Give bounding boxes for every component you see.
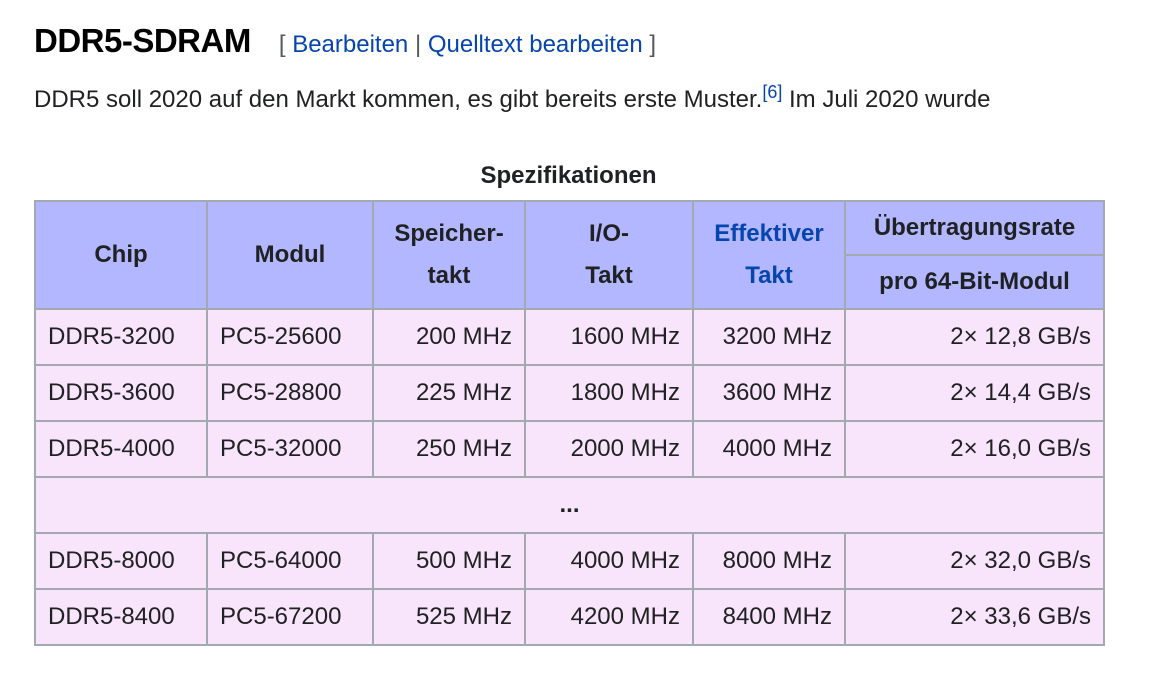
cell-io-takt: 4000 MHz xyxy=(524,532,694,590)
table-row: DDR5-8400 PC5-67200 525 MHz 4200 MHz 840… xyxy=(34,588,1105,646)
cell-chip: DDR5-3600 xyxy=(34,364,208,422)
cell-speichertakt: 200 MHz xyxy=(372,308,526,366)
cell-chip: DDR5-8400 xyxy=(34,588,208,646)
cell-rate: 2× 33,6 GB/s xyxy=(844,588,1105,646)
cell-rate: 2× 32,0 GB/s xyxy=(844,532,1105,590)
table-caption: Spezifikationen xyxy=(480,162,657,189)
spec-table: Chip Modul Speicher- takt I/O- Takt Effe… xyxy=(34,200,1105,646)
cell-speichertakt: 225 MHz xyxy=(372,364,526,422)
reference-superscript: [6] xyxy=(762,82,782,102)
header-io-line2: Takt xyxy=(585,262,633,289)
header-chip: Chip xyxy=(34,200,208,310)
cell-effektiver-takt: 3600 MHz xyxy=(692,364,846,422)
header-io-line1: I/O- xyxy=(589,220,629,247)
ellipsis-cell: ... xyxy=(34,476,1105,534)
header-speichertakt-line1: Speicher- xyxy=(394,220,504,247)
section-heading: DDR5-SDRAM [ Bearbeiten | Quelltext bear… xyxy=(34,22,656,60)
header-io-takt: I/O- Takt xyxy=(524,200,694,310)
edit-link[interactable]: Bearbeiten xyxy=(292,31,409,58)
cell-chip: DDR5-8000 xyxy=(34,532,208,590)
header-modul: Modul xyxy=(206,200,374,310)
intro-paragraph: DDR5 soll 2020 auf den Markt kommen, es … xyxy=(34,83,991,114)
cell-rate: 2× 16,0 GB/s xyxy=(844,420,1105,478)
cell-effektiver-takt: 3200 MHz xyxy=(692,308,846,366)
header-speichertakt-line2: takt xyxy=(427,262,471,289)
cell-modul: PC5-67200 xyxy=(206,588,374,646)
cell-modul: PC5-64000 xyxy=(206,532,374,590)
cell-modul: PC5-28800 xyxy=(206,364,374,422)
cell-chip: DDR5-4000 xyxy=(34,420,208,478)
section-title: DDR5-SDRAM xyxy=(34,22,251,59)
cell-effektiver-takt: 8400 MHz xyxy=(692,588,846,646)
edit-separator: | xyxy=(414,31,422,58)
table-row: DDR5-4000 PC5-32000 250 MHz 2000 MHz 400… xyxy=(34,420,1105,478)
reference-link[interactable]: [6] xyxy=(762,82,783,102)
header-speichertakt: Speicher- takt xyxy=(372,200,526,310)
cell-io-takt: 1800 MHz xyxy=(524,364,694,422)
cell-effektiver-takt: 8000 MHz xyxy=(692,532,846,590)
cell-effektiver-takt: 4000 MHz xyxy=(692,420,846,478)
table-row: DDR5-3600 PC5-28800 225 MHz 1800 MHz 360… xyxy=(34,364,1105,422)
edit-section-links: [ Bearbeiten | Quelltext bearbeiten ] xyxy=(279,31,656,59)
header-uebertragungsrate: Übertragungsrate xyxy=(844,200,1105,256)
cell-modul: PC5-25600 xyxy=(206,308,374,366)
edit-bracket-close: ] xyxy=(649,31,657,58)
header-pro-modul: pro 64-Bit-Modul xyxy=(844,254,1105,310)
header-effektiv-line2: Takt xyxy=(745,262,793,289)
cell-io-takt: 1600 MHz xyxy=(524,308,694,366)
edit-bracket-open: [ xyxy=(278,31,286,58)
paragraph-text-before: DDR5 soll 2020 auf den Markt kommen, es … xyxy=(34,86,763,113)
cell-rate: 2× 12,8 GB/s xyxy=(844,308,1105,366)
source-edit-link[interactable]: Quelltext bearbeiten xyxy=(427,31,643,58)
header-effektiver-takt-link[interactable]: Effektiver Takt xyxy=(692,200,846,310)
table-row-ellipsis: ... xyxy=(34,476,1105,534)
paragraph-text-after: Im Juli 2020 wurde xyxy=(782,86,991,113)
cell-io-takt: 2000 MHz xyxy=(524,420,694,478)
cell-speichertakt: 500 MHz xyxy=(372,532,526,590)
header-effektiv-line1: Effektiver xyxy=(714,220,824,247)
cell-io-takt: 4200 MHz xyxy=(524,588,694,646)
table-row: DDR5-8000 PC5-64000 500 MHz 4000 MHz 800… xyxy=(34,532,1105,590)
table-row: DDR5-3200 PC5-25600 200 MHz 1600 MHz 320… xyxy=(34,308,1105,366)
cell-speichertakt: 525 MHz xyxy=(372,588,526,646)
cell-speichertakt: 250 MHz xyxy=(372,420,526,478)
cell-chip: DDR5-3200 xyxy=(34,308,208,366)
cell-rate: 2× 14,4 GB/s xyxy=(844,364,1105,422)
cell-modul: PC5-32000 xyxy=(206,420,374,478)
